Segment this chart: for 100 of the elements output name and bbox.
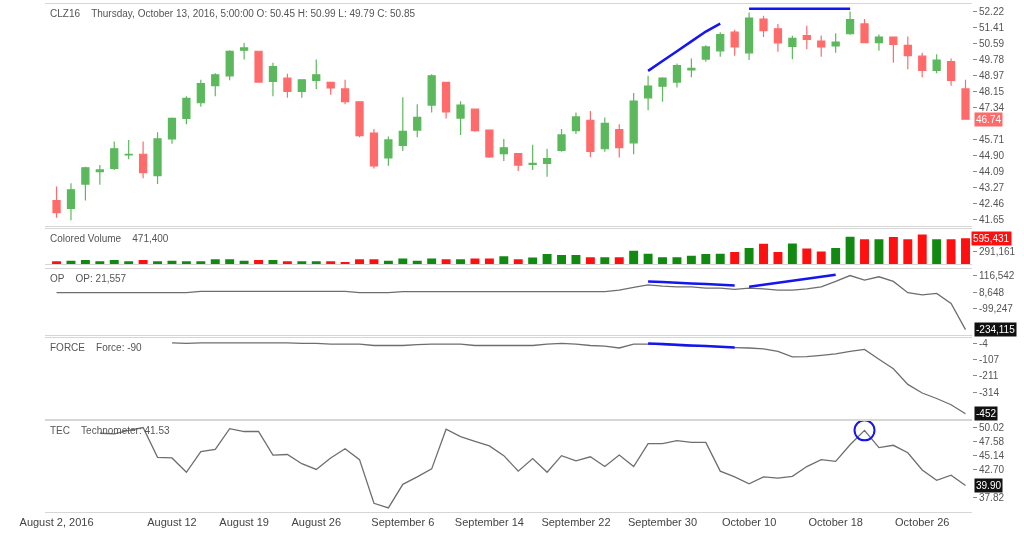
y-tick-label: 45.14: [979, 449, 1005, 461]
candlestick: [586, 110, 595, 158]
bar: [441, 259, 451, 265]
bar: [427, 258, 437, 265]
bar: [95, 261, 105, 265]
bar: [513, 259, 523, 265]
candlestick: [485, 128, 494, 159]
candlestick: [946, 57, 956, 87]
bar: [874, 239, 884, 265]
bar: [600, 257, 610, 265]
y-tick-label: 42.46: [979, 197, 1005, 209]
bar: [254, 260, 264, 265]
bar: [701, 254, 711, 265]
bar: [903, 239, 913, 265]
y-tick-label: 42.70: [979, 463, 1005, 475]
candlestick: [398, 96, 407, 152]
bar: [643, 253, 653, 265]
bar: [917, 234, 927, 265]
bar: [557, 254, 566, 265]
y-tick-label: 43.27: [979, 181, 1005, 193]
y-tick-label: 50.02: [979, 421, 1005, 433]
candlestick: [701, 44, 710, 63]
x-tick-label: August 12: [147, 516, 197, 529]
candlestick: [730, 29, 739, 57]
bar: [52, 261, 62, 265]
candlestick: [239, 42, 249, 61]
candlestick: [672, 62, 682, 88]
bar: [730, 251, 740, 265]
y-tick-label: 47.34: [979, 101, 1005, 113]
candlestick: [66, 182, 76, 221]
x-tick-label: October 18: [808, 516, 863, 529]
bar: [210, 259, 220, 265]
bar: [787, 243, 797, 265]
candlestick: [182, 95, 191, 125]
bar: [225, 259, 235, 265]
chart-title: CLZ16 Thursday, October 13, 2016, 5:00:00 O: 50.45 H: 50.99 L: 49.79 C: 50.85: [50, 8, 416, 19]
y-tick-label: 49.78: [979, 53, 1005, 65]
candlestick: [918, 52, 927, 78]
data-label: 39.90: [976, 480, 1002, 491]
bar: [470, 258, 480, 265]
x-tick-label: August 19: [219, 516, 269, 529]
x-tick-label: October 10: [721, 516, 777, 529]
x-tick-label: September 14: [454, 516, 524, 529]
y-tick-label: 51.41: [979, 21, 1005, 33]
x-tick-label: August 2, 2016: [19, 516, 94, 529]
x-tick-label: September 30: [627, 516, 698, 529]
candlestick: [615, 123, 624, 159]
y-tick-label: -314: [979, 386, 1000, 398]
candlestick: [441, 81, 451, 120]
data-label: 595,431: [973, 233, 1010, 244]
chart-title: OP OP: 21,557: [50, 273, 127, 284]
candlestick: [110, 140, 119, 171]
line-series: [747, 273, 837, 289]
data-label: -452: [976, 408, 997, 419]
y-tick-label: -99,247: [979, 303, 1014, 315]
y-tick-label: 44.90: [979, 149, 1005, 161]
y-tick-label: 47.58: [979, 435, 1005, 447]
chart-title: FORCE Force: -90: [50, 342, 142, 353]
candlestick: [312, 58, 321, 90]
bar: [181, 261, 191, 265]
y-tick-label: 37.82: [979, 491, 1005, 503]
y-tick-label: -4: [979, 337, 989, 349]
bar: [138, 260, 148, 265]
candlestick: [773, 23, 783, 53]
bar: [456, 259, 465, 265]
bar: [658, 257, 667, 265]
chart-title: Colored Volume 471,400: [50, 233, 169, 244]
bar: [528, 257, 538, 265]
bar: [484, 258, 494, 265]
candlestick: [340, 79, 350, 105]
candlestick: [557, 128, 566, 153]
bar: [398, 258, 408, 265]
candlestick: [643, 75, 653, 111]
bar: [946, 239, 956, 265]
y-tick-label: 48.15: [979, 86, 1005, 98]
candlestick: [932, 53, 941, 74]
bar: [759, 243, 768, 265]
bar: [311, 261, 321, 265]
candlestick: [658, 76, 667, 103]
bar: [297, 261, 307, 265]
bar: [124, 261, 134, 265]
bar: [932, 239, 942, 265]
bar: [629, 250, 639, 265]
bar: [355, 259, 364, 265]
y-tick-label: 41.65: [979, 213, 1005, 225]
y-tick-label: 52.22: [979, 6, 1005, 18]
x-tick-label: September 22: [541, 516, 611, 529]
x-tick-label: October 26: [895, 516, 950, 529]
candlestick: [81, 166, 90, 202]
bar: [860, 239, 869, 265]
bar: [153, 261, 163, 265]
bar: [888, 237, 898, 265]
bar: [831, 248, 841, 265]
candlestick: [889, 35, 898, 64]
candlestick: [268, 62, 278, 97]
candlestick: [52, 185, 61, 219]
candlestick: [961, 79, 970, 120]
bar: [340, 261, 350, 265]
candlestick: [225, 49, 234, 81]
candlestick: [254, 50, 263, 84]
